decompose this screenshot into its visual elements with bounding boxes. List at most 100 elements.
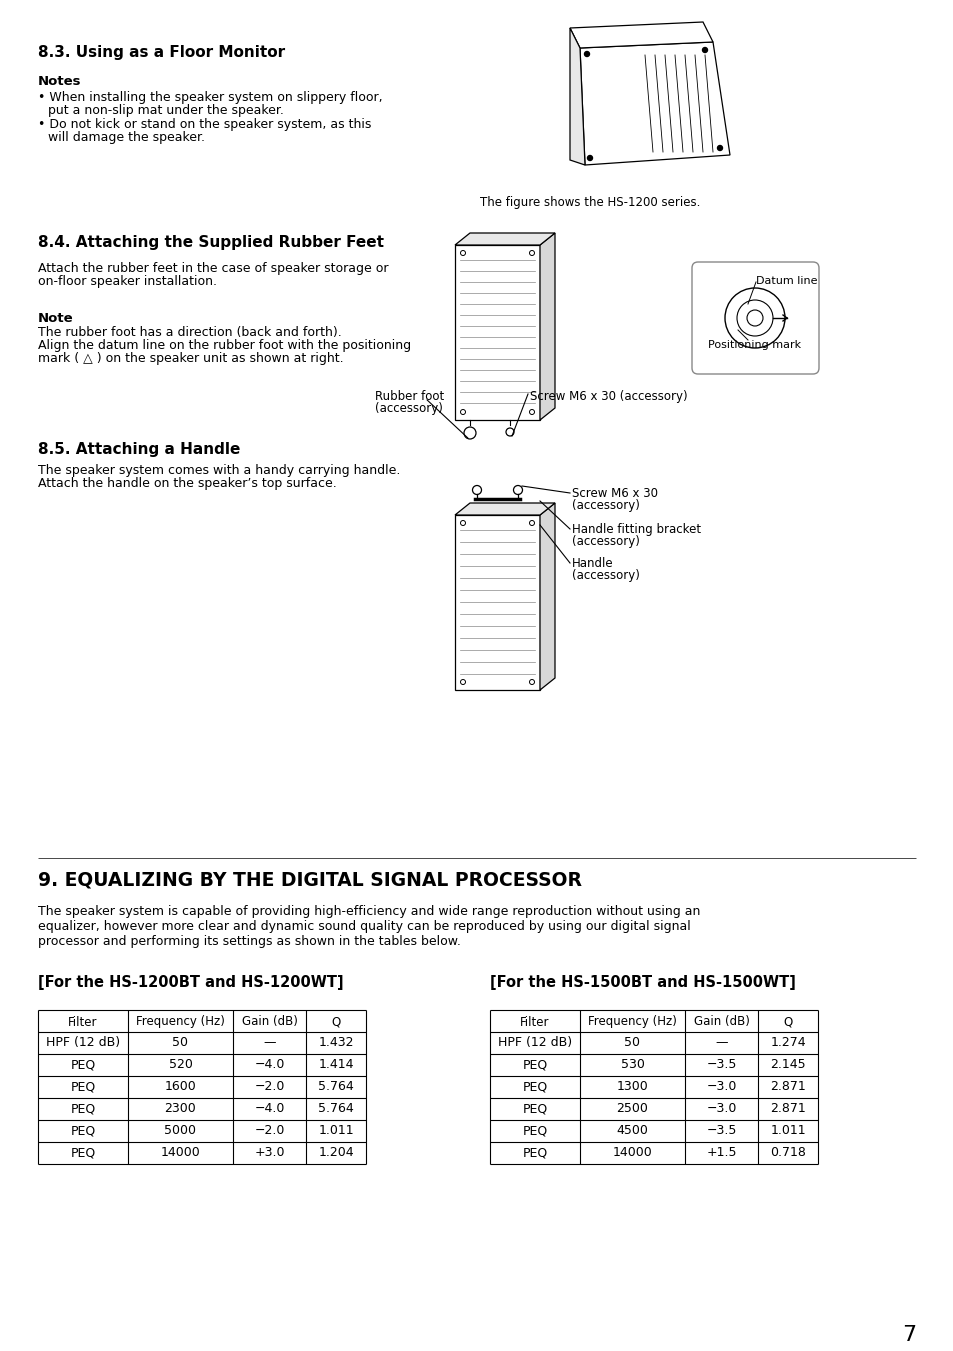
Text: Align the datum line on the rubber foot with the positioning: Align the datum line on the rubber foot … bbox=[38, 339, 411, 353]
Polygon shape bbox=[539, 232, 555, 420]
Text: 1300: 1300 bbox=[616, 1081, 648, 1093]
Text: 8.4. Attaching the Supplied Rubber Feet: 8.4. Attaching the Supplied Rubber Feet bbox=[38, 235, 384, 250]
Text: 2.871: 2.871 bbox=[769, 1081, 805, 1093]
Text: The figure shows the HS-1200 series.: The figure shows the HS-1200 series. bbox=[479, 196, 700, 209]
Text: 1.011: 1.011 bbox=[318, 1124, 354, 1138]
Polygon shape bbox=[569, 22, 712, 49]
Text: put a non-slip mat under the speaker.: put a non-slip mat under the speaker. bbox=[48, 104, 284, 118]
Text: PEQ: PEQ bbox=[71, 1147, 95, 1159]
Circle shape bbox=[587, 155, 592, 161]
Text: Note: Note bbox=[38, 312, 73, 326]
Text: processor and performing its settings as shown in the tables below.: processor and performing its settings as… bbox=[38, 935, 460, 948]
Text: −3.0: −3.0 bbox=[705, 1081, 736, 1093]
Text: mark ( △ ) on the speaker unit as shown at right.: mark ( △ ) on the speaker unit as shown … bbox=[38, 353, 343, 365]
Text: Gain (dB): Gain (dB) bbox=[693, 1016, 749, 1028]
Text: 5.764: 5.764 bbox=[317, 1081, 354, 1093]
Text: −4.0: −4.0 bbox=[254, 1058, 284, 1071]
Text: −2.0: −2.0 bbox=[254, 1081, 284, 1093]
Text: (accessory): (accessory) bbox=[572, 535, 639, 549]
Text: 14000: 14000 bbox=[612, 1147, 652, 1159]
Text: 50: 50 bbox=[172, 1036, 189, 1050]
Text: (accessory): (accessory) bbox=[375, 403, 442, 415]
Text: [For the HS-1500BT and HS-1500WT]: [For the HS-1500BT and HS-1500WT] bbox=[490, 975, 795, 990]
Text: 1600: 1600 bbox=[165, 1081, 196, 1093]
Text: —: — bbox=[715, 1036, 727, 1050]
Text: Screw M6 x 30 (accessory): Screw M6 x 30 (accessory) bbox=[530, 390, 687, 403]
Text: PEQ: PEQ bbox=[71, 1102, 95, 1116]
Text: —: — bbox=[263, 1036, 275, 1050]
Text: PEQ: PEQ bbox=[71, 1081, 95, 1093]
Text: (accessory): (accessory) bbox=[572, 499, 639, 512]
Text: 5.764: 5.764 bbox=[317, 1102, 354, 1116]
Text: The speaker system comes with a handy carrying handle.: The speaker system comes with a handy ca… bbox=[38, 463, 400, 477]
Polygon shape bbox=[455, 245, 539, 420]
Text: Screw M6 x 30: Screw M6 x 30 bbox=[572, 486, 658, 500]
Text: PEQ: PEQ bbox=[522, 1058, 547, 1071]
Polygon shape bbox=[455, 232, 555, 245]
Text: 4500: 4500 bbox=[616, 1124, 648, 1138]
Text: on-floor speaker installation.: on-floor speaker installation. bbox=[38, 276, 216, 288]
Text: PEQ: PEQ bbox=[522, 1124, 547, 1138]
Text: Rubber foot: Rubber foot bbox=[375, 390, 444, 403]
Text: 2300: 2300 bbox=[165, 1102, 196, 1116]
Text: −3.0: −3.0 bbox=[705, 1102, 736, 1116]
Text: The speaker system is capable of providing high-efficiency and wide range reprod: The speaker system is capable of providi… bbox=[38, 905, 700, 917]
Text: 2.871: 2.871 bbox=[769, 1102, 805, 1116]
Text: 1.011: 1.011 bbox=[769, 1124, 805, 1138]
Text: 14000: 14000 bbox=[160, 1147, 200, 1159]
Text: −2.0: −2.0 bbox=[254, 1124, 284, 1138]
Text: Datum line: Datum line bbox=[755, 276, 817, 286]
Text: Notes: Notes bbox=[38, 76, 81, 88]
Text: (accessory): (accessory) bbox=[572, 569, 639, 582]
Text: 8.5. Attaching a Handle: 8.5. Attaching a Handle bbox=[38, 442, 240, 457]
Text: −3.5: −3.5 bbox=[705, 1124, 736, 1138]
Text: 2.145: 2.145 bbox=[769, 1058, 805, 1071]
Circle shape bbox=[717, 146, 721, 150]
Polygon shape bbox=[455, 515, 539, 690]
Text: 2500: 2500 bbox=[616, 1102, 648, 1116]
Text: Frequency (Hz): Frequency (Hz) bbox=[136, 1016, 225, 1028]
Text: PEQ: PEQ bbox=[522, 1081, 547, 1093]
Text: Frequency (Hz): Frequency (Hz) bbox=[587, 1016, 677, 1028]
Circle shape bbox=[701, 47, 707, 53]
Text: Positioning mark: Positioning mark bbox=[707, 340, 801, 350]
Text: PEQ: PEQ bbox=[522, 1147, 547, 1159]
FancyBboxPatch shape bbox=[691, 262, 818, 374]
Text: PEQ: PEQ bbox=[522, 1102, 547, 1116]
Text: Attach the rubber feet in the case of speaker storage or: Attach the rubber feet in the case of sp… bbox=[38, 262, 388, 276]
Text: will damage the speaker.: will damage the speaker. bbox=[48, 131, 205, 145]
Circle shape bbox=[584, 51, 589, 57]
Text: equalizer, however more clear and dynamic sound quality can be reproduced by usi: equalizer, however more clear and dynami… bbox=[38, 920, 690, 934]
Text: PEQ: PEQ bbox=[71, 1058, 95, 1071]
Polygon shape bbox=[569, 28, 584, 165]
Text: HPF (12 dB): HPF (12 dB) bbox=[497, 1036, 572, 1050]
Text: −4.0: −4.0 bbox=[254, 1102, 284, 1116]
Text: 1.414: 1.414 bbox=[318, 1058, 354, 1071]
Text: • When installing the speaker system on slippery floor,: • When installing the speaker system on … bbox=[38, 91, 382, 104]
Text: 1.204: 1.204 bbox=[318, 1147, 354, 1159]
Text: Attach the handle on the speaker’s top surface.: Attach the handle on the speaker’s top s… bbox=[38, 477, 336, 490]
Text: Q: Q bbox=[782, 1016, 792, 1028]
Text: 50: 50 bbox=[624, 1036, 639, 1050]
Text: Filter: Filter bbox=[519, 1016, 549, 1028]
Text: 530: 530 bbox=[619, 1058, 644, 1071]
Text: +1.5: +1.5 bbox=[705, 1147, 736, 1159]
Text: 0.718: 0.718 bbox=[769, 1147, 805, 1159]
Polygon shape bbox=[455, 503, 555, 515]
Text: Handle: Handle bbox=[572, 557, 613, 570]
Text: 520: 520 bbox=[169, 1058, 193, 1071]
Text: −3.5: −3.5 bbox=[705, 1058, 736, 1071]
Text: Filter: Filter bbox=[69, 1016, 97, 1028]
Text: 1.274: 1.274 bbox=[769, 1036, 805, 1050]
Text: 9. EQUALIZING BY THE DIGITAL SIGNAL PROCESSOR: 9. EQUALIZING BY THE DIGITAL SIGNAL PROC… bbox=[38, 870, 581, 889]
Text: Handle fitting bracket: Handle fitting bracket bbox=[572, 523, 700, 536]
Text: The rubber foot has a direction (back and forth).: The rubber foot has a direction (back an… bbox=[38, 326, 341, 339]
Text: [For the HS-1200BT and HS-1200WT]: [For the HS-1200BT and HS-1200WT] bbox=[38, 975, 343, 990]
Polygon shape bbox=[579, 42, 729, 165]
Text: 5000: 5000 bbox=[164, 1124, 196, 1138]
Text: +3.0: +3.0 bbox=[254, 1147, 284, 1159]
Text: 8.3. Using as a Floor Monitor: 8.3. Using as a Floor Monitor bbox=[38, 45, 285, 59]
Text: HPF (12 dB): HPF (12 dB) bbox=[46, 1036, 120, 1050]
Polygon shape bbox=[539, 503, 555, 690]
Text: 7: 7 bbox=[901, 1325, 915, 1346]
